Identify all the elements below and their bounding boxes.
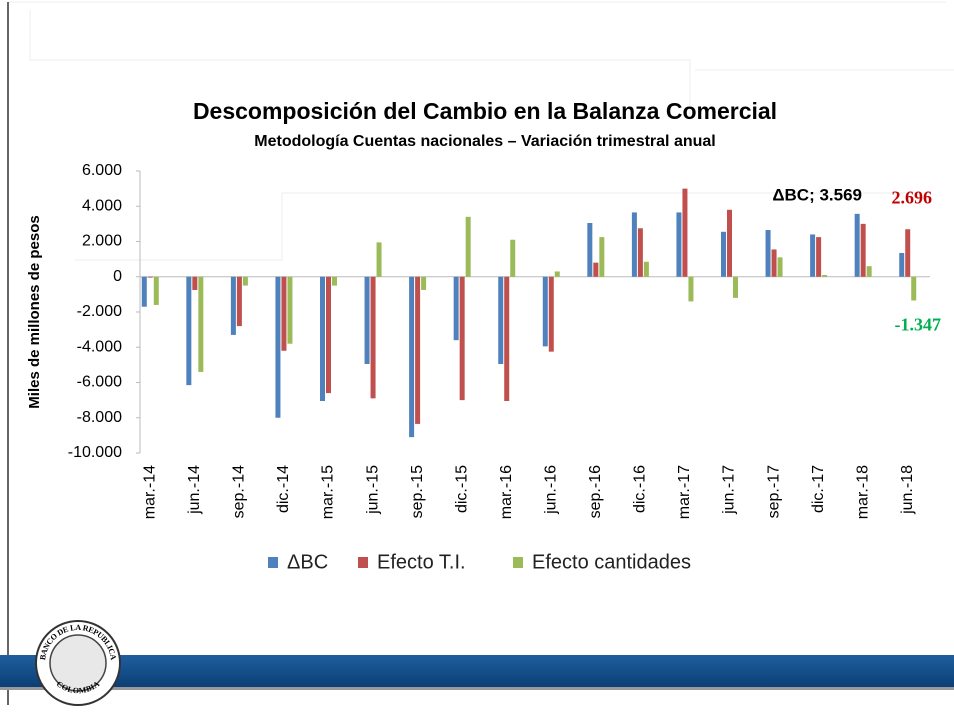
legend-label: Efecto cantidades bbox=[532, 551, 691, 573]
legend-swatch bbox=[358, 557, 368, 568]
x-tick-label: mar.-16 bbox=[498, 465, 515, 519]
bar bbox=[548, 276, 554, 352]
legend-swatch bbox=[268, 557, 278, 568]
bar bbox=[688, 276, 694, 302]
bar bbox=[281, 276, 287, 351]
bar bbox=[376, 242, 382, 277]
chart-subtitle: Metodología Cuentas nacionales – Variaci… bbox=[254, 133, 715, 150]
bar bbox=[810, 234, 816, 277]
bar bbox=[186, 276, 192, 386]
bar bbox=[866, 266, 872, 277]
data-label: -1.347 bbox=[894, 315, 941, 335]
x-tick-label: dic.-15 bbox=[453, 465, 470, 513]
bar bbox=[326, 276, 331, 394]
bar bbox=[421, 276, 427, 290]
bar bbox=[465, 216, 471, 277]
x-tick-label: sep.-14 bbox=[231, 465, 248, 518]
bar bbox=[153, 276, 159, 305]
chart-title: Descomposición del Cambio en la Balanza … bbox=[193, 98, 777, 124]
y-tick-label: 0 bbox=[113, 268, 122, 285]
bar bbox=[510, 239, 516, 277]
y-tick-label: -8.000 bbox=[77, 409, 122, 426]
bar bbox=[727, 209, 732, 277]
x-tick-label: dic.-14 bbox=[275, 465, 292, 513]
bar bbox=[504, 276, 510, 402]
x-tick-label: jun.-14 bbox=[186, 465, 203, 515]
x-tick-label: dic.-17 bbox=[810, 465, 827, 513]
bar bbox=[141, 276, 147, 307]
x-tick-label: mar.-15 bbox=[320, 465, 337, 519]
y-tick-label: -4.000 bbox=[77, 338, 122, 355]
legend-label: ΔBC bbox=[287, 551, 328, 573]
bar bbox=[453, 276, 459, 341]
bar bbox=[242, 276, 248, 286]
bar bbox=[777, 257, 783, 277]
bar bbox=[542, 276, 548, 347]
bar bbox=[147, 276, 153, 278]
bar bbox=[854, 213, 860, 277]
bar bbox=[599, 237, 605, 277]
x-tick-label: jun.-17 bbox=[721, 465, 738, 515]
x-tick-label: sep.-17 bbox=[765, 465, 782, 518]
logo: BANCO DE LA REPUBLICA COLOMBIA bbox=[35, 620, 121, 706]
x-tick-label: jun.-15 bbox=[364, 465, 381, 515]
x-tick-label: jun.-16 bbox=[542, 465, 559, 515]
bar bbox=[911, 276, 917, 301]
bar bbox=[905, 229, 911, 277]
bar bbox=[765, 230, 771, 277]
x-tick-label: mar.-17 bbox=[676, 465, 693, 519]
bar bbox=[860, 223, 866, 277]
bar bbox=[230, 276, 236, 335]
bar bbox=[721, 231, 726, 277]
bar bbox=[682, 188, 688, 277]
bar bbox=[409, 276, 415, 438]
bar bbox=[198, 276, 204, 372]
y-axis-label: Miles de millones de pesos bbox=[26, 215, 43, 408]
bar bbox=[643, 261, 649, 277]
x-tick-label: mar.-18 bbox=[854, 465, 871, 519]
bar bbox=[899, 252, 905, 277]
y-tick-label: -6.000 bbox=[77, 374, 122, 391]
bar bbox=[236, 276, 242, 327]
y-tick-label: -10.000 bbox=[68, 444, 122, 461]
legend-label: Efecto T.I. bbox=[377, 551, 466, 573]
footer-shadow bbox=[0, 687, 954, 690]
data-label: 2.696 bbox=[891, 187, 932, 207]
y-tick-label: 4.000 bbox=[82, 197, 122, 214]
bar bbox=[733, 276, 738, 298]
bar bbox=[637, 228, 643, 277]
bar bbox=[364, 276, 370, 364]
bar bbox=[275, 276, 281, 418]
bar bbox=[593, 262, 599, 277]
legend-swatch bbox=[513, 557, 523, 568]
bar bbox=[587, 222, 593, 277]
bar bbox=[370, 276, 376, 399]
bar bbox=[676, 212, 682, 277]
x-tick-label: mar.-14 bbox=[141, 465, 158, 519]
bar bbox=[459, 276, 465, 401]
y-tick-label: -2.000 bbox=[77, 303, 122, 320]
bar bbox=[498, 276, 504, 364]
bar bbox=[320, 276, 325, 402]
bar bbox=[771, 249, 777, 277]
bar bbox=[816, 237, 822, 277]
bar bbox=[554, 271, 560, 277]
footer-band bbox=[0, 655, 954, 687]
bar bbox=[192, 276, 198, 290]
data-label: ΔBC; 3.569 bbox=[772, 185, 862, 204]
x-tick-label: jun.-18 bbox=[899, 465, 916, 515]
x-tick-label: dic.-16 bbox=[632, 465, 649, 513]
bar bbox=[822, 274, 828, 277]
bar bbox=[332, 276, 337, 286]
y-tick-label: 6.000 bbox=[82, 162, 122, 179]
logo-face bbox=[49, 634, 107, 692]
x-tick-label: sep.-16 bbox=[587, 465, 604, 518]
bar bbox=[631, 212, 637, 277]
bar bbox=[415, 276, 421, 424]
x-tick-label: sep.-15 bbox=[409, 465, 426, 518]
y-tick-label: 2.000 bbox=[82, 233, 122, 250]
bar bbox=[287, 276, 293, 344]
